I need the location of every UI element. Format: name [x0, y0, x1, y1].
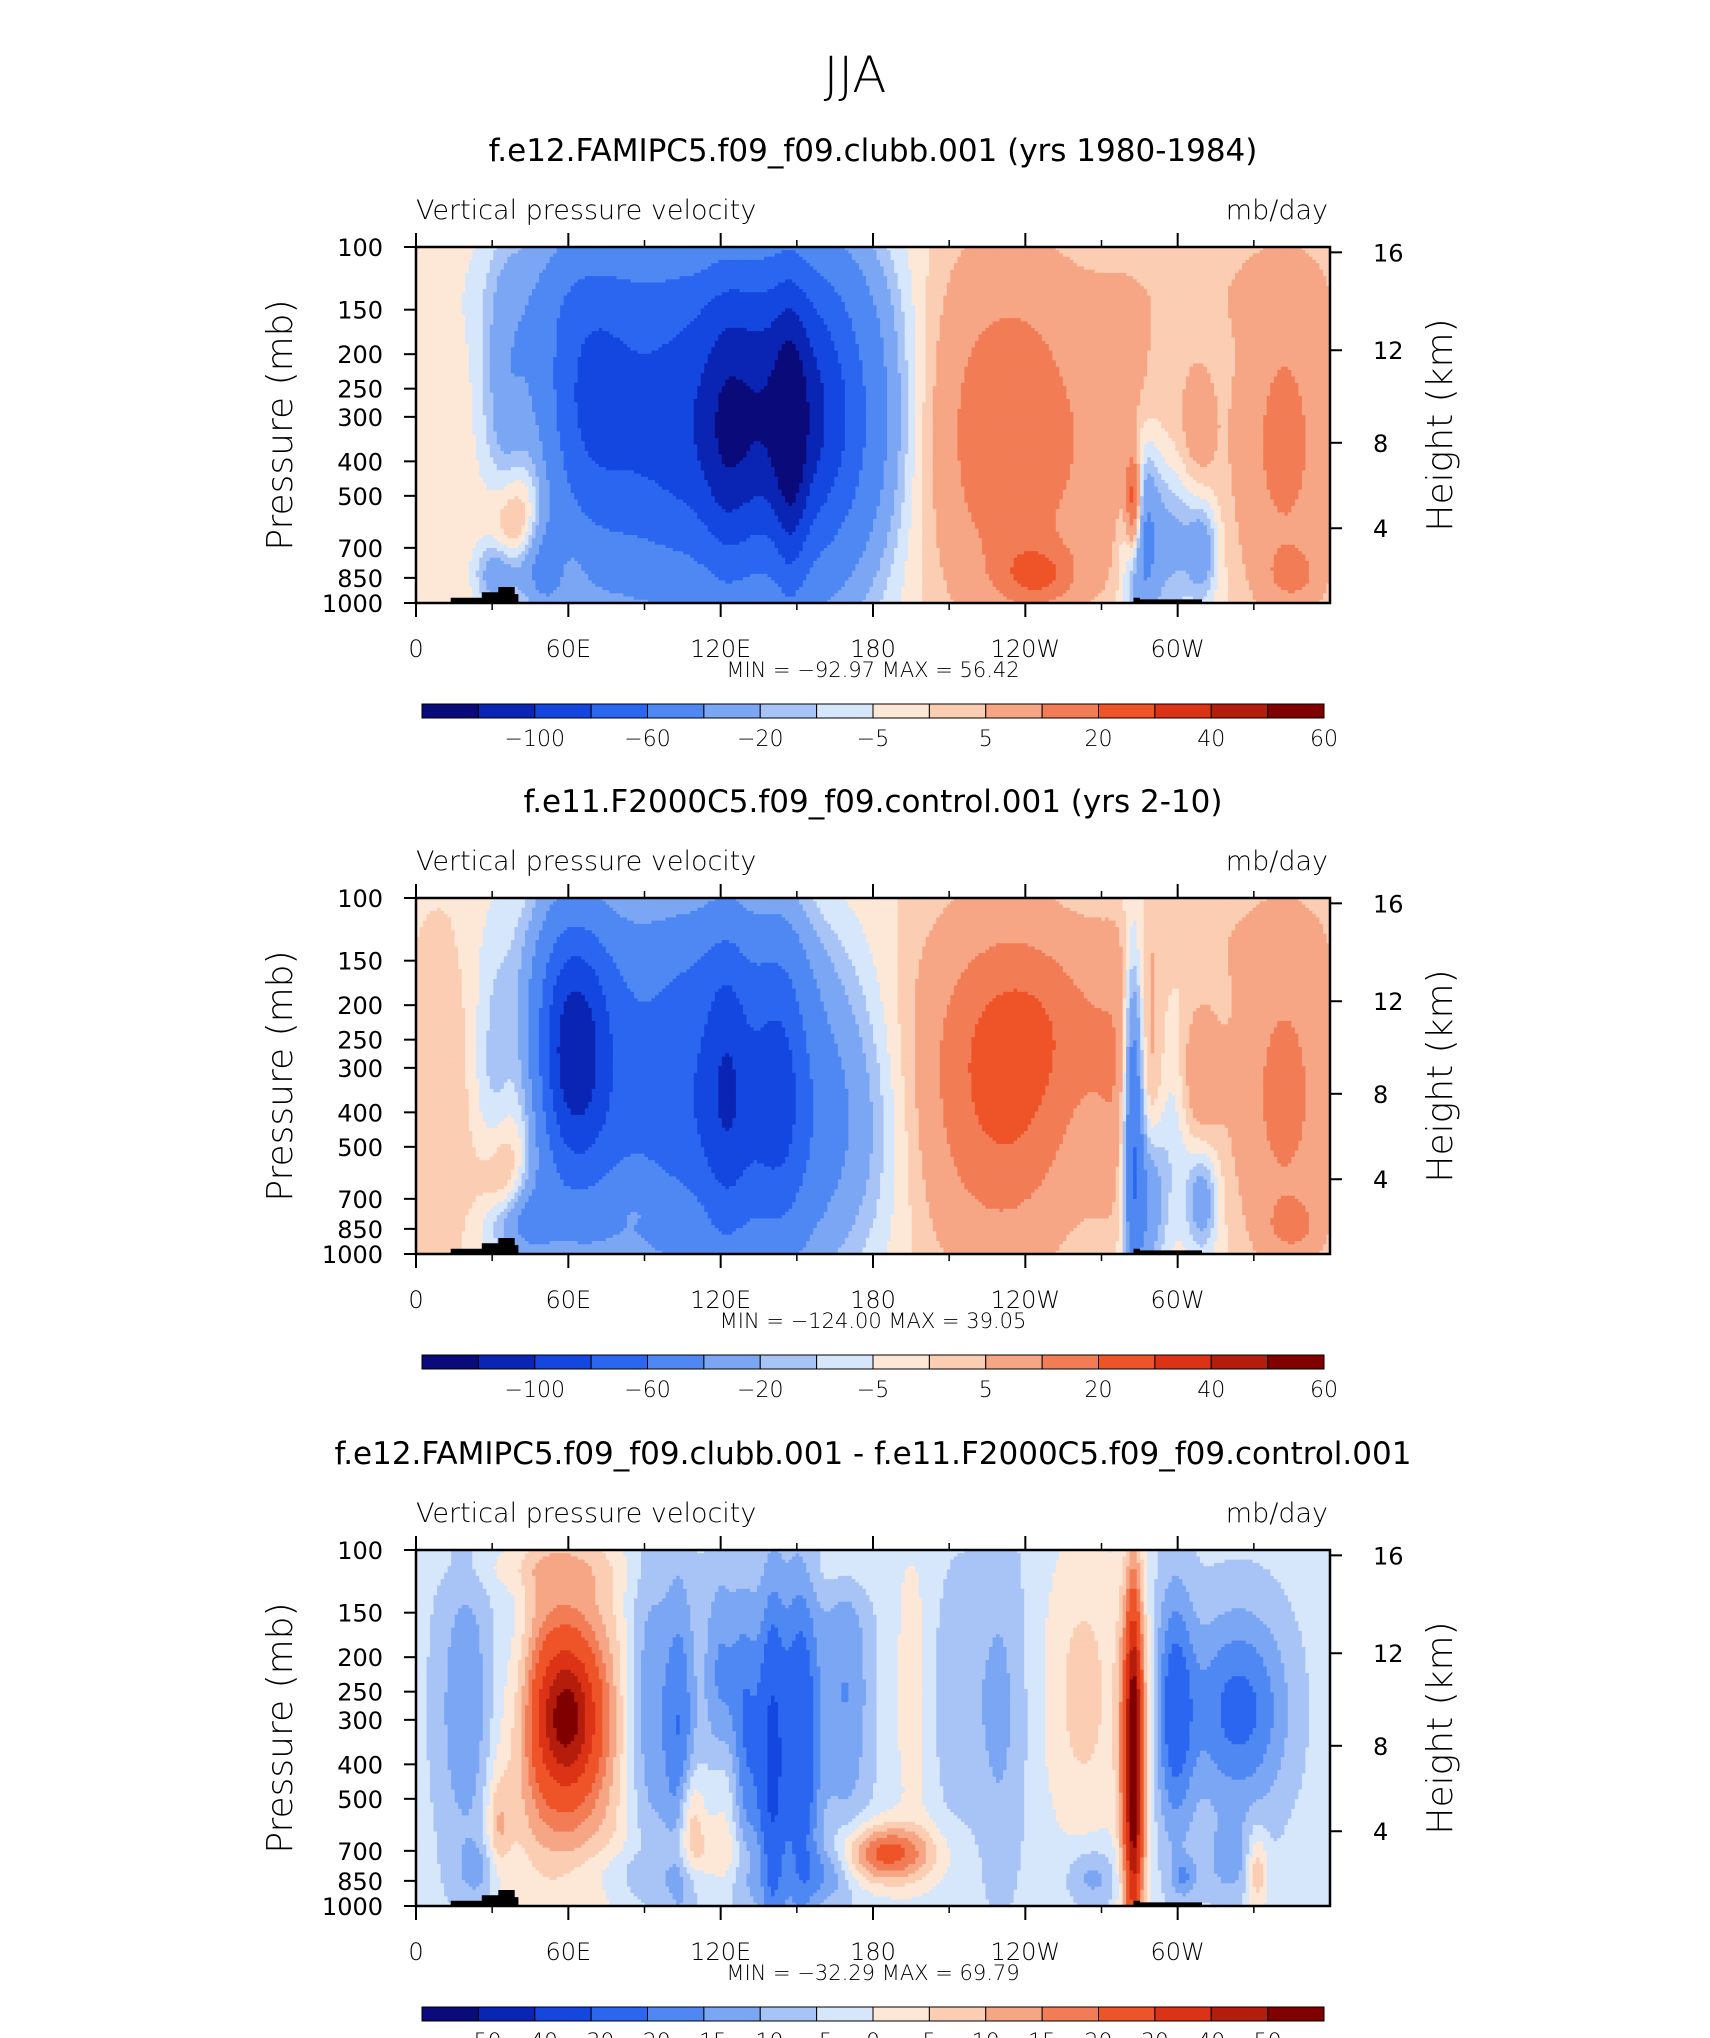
field-label: Vertical pressure velocity [416, 195, 756, 226]
panel-1: f.e12.FAMIPC5.f09_f09.clubb.001 (yrs 198… [260, 133, 1461, 752]
page-title: JJA [824, 46, 887, 104]
heatmap-cells [416, 247, 1331, 604]
units-label: mb/day [1226, 195, 1328, 226]
figure: JJA f.e12.FAMIPC5.f09_f09.clubb.001 (yrs… [0, 0, 1710, 2038]
panel-title: f.e12.FAMIPC5.f09_f09.clubb.001 (yrs 198… [489, 133, 1258, 169]
